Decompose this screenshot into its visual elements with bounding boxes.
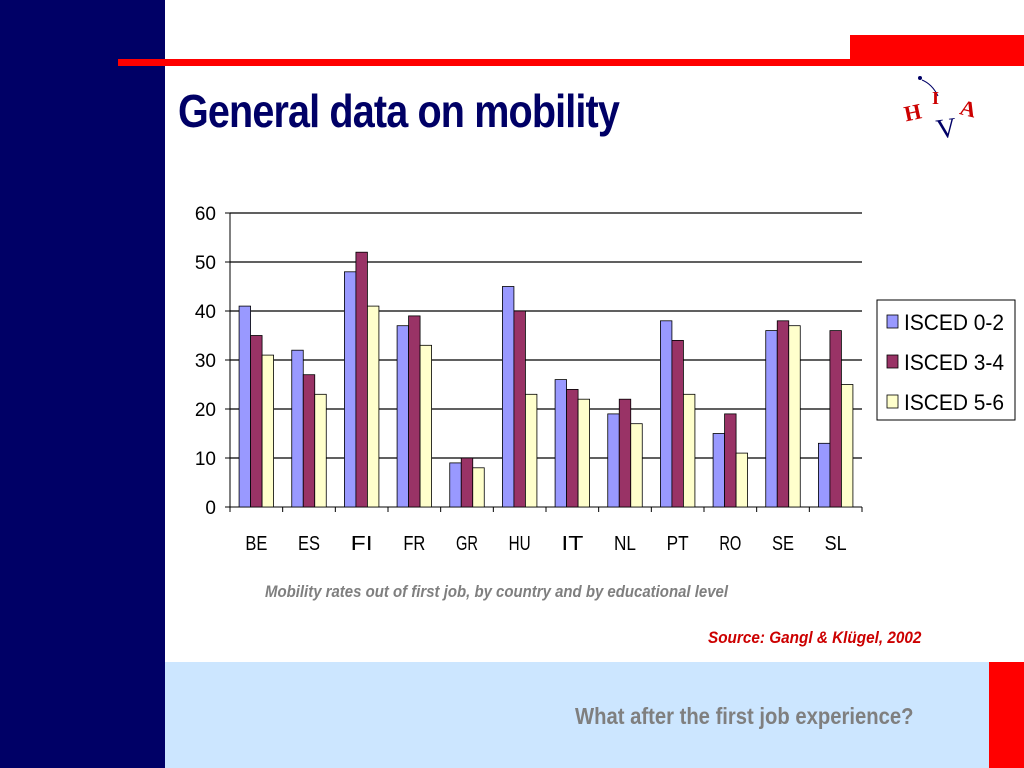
legend-label-2: ISCED 3-4 — [904, 350, 1004, 375]
x-tick-label: HU — [509, 533, 531, 555]
bar-SE-1 — [765, 330, 778, 508]
legend-box — [876, 299, 1016, 421]
y-tick-label: 0 — [205, 498, 216, 519]
legend-swatch-1 — [886, 314, 899, 329]
bar-IT-1 — [554, 379, 567, 508]
svg-text:V: V — [934, 112, 958, 144]
bar-IT-3 — [577, 398, 590, 508]
bar-BE-3 — [261, 354, 274, 508]
bar-PT-3 — [683, 393, 696, 508]
x-tick-label: SL — [825, 533, 847, 555]
bar-HU-2 — [513, 310, 526, 508]
bar-FR-2 — [408, 315, 421, 508]
bar-RO-2 — [724, 413, 737, 508]
footer-band — [165, 662, 989, 768]
bar-FR-3 — [419, 344, 432, 508]
x-tick-label: PT — [667, 533, 689, 555]
bar-RO-3 — [735, 452, 748, 508]
bar-FI-3 — [367, 305, 380, 508]
page-title: General data on mobility — [178, 85, 620, 137]
svg-text:I: I — [932, 88, 939, 108]
footer-red-block — [989, 662, 1024, 768]
bar-GR-2 — [460, 457, 474, 508]
footer-text: What after the first job experience? — [575, 703, 914, 729]
bar-NL-2 — [618, 398, 632, 508]
bar-ES-3 — [314, 393, 327, 508]
legend-swatch-3 — [886, 394, 899, 409]
bar-HU-1 — [502, 286, 515, 508]
bar-PT-2 — [671, 339, 684, 508]
bar-IT-2 — [566, 388, 579, 508]
bar-GR-3 — [472, 467, 485, 508]
chart-caption: Mobility rates out of first job, by coun… — [265, 582, 729, 601]
legend-label-3: ISCED 5-6 — [904, 390, 1004, 415]
svg-text:H: H — [902, 98, 924, 126]
left-navy-bar — [0, 0, 165, 768]
bar-ES-1 — [291, 349, 304, 508]
x-tick-label: GR — [456, 533, 478, 555]
bar-SL-1 — [818, 442, 831, 508]
y-tick-label: 10 — [195, 449, 216, 470]
y-tick-label: 30 — [195, 351, 216, 372]
svg-text:A: A — [958, 94, 980, 122]
x-tick-label: ES — [298, 533, 320, 555]
legend-label-1: ISCED 0-2 — [904, 310, 1004, 335]
bar-NL-3 — [630, 423, 643, 508]
x-tick-label: FI — [351, 533, 373, 555]
x-tick-label: SE — [772, 533, 794, 555]
bar-PT-1 — [660, 320, 673, 508]
y-tick-label: 20 — [195, 400, 216, 421]
bar-ES-2 — [302, 374, 316, 508]
bar-BE-2 — [250, 335, 263, 508]
bar-GR-1 — [449, 462, 462, 508]
bar-NL-1 — [607, 413, 620, 508]
bar-FI-2 — [355, 251, 368, 508]
top-red-line — [118, 59, 850, 66]
bar-BE-1 — [238, 305, 251, 508]
bar-RO-1 — [712, 433, 725, 508]
legend-swatch-2 — [886, 354, 899, 369]
y-tick-label: 40 — [195, 302, 216, 323]
bar-HU-3 — [525, 393, 538, 508]
x-tick-label: IT — [561, 533, 583, 555]
bar-FI-1 — [344, 271, 357, 508]
x-tick-label: BE — [245, 533, 267, 555]
bar-SL-3 — [841, 384, 854, 508]
source-note: Source: Gangl & Klügel, 2002 — [708, 628, 922, 647]
x-tick-label: RO — [719, 533, 741, 555]
bar-SE-2 — [776, 320, 790, 508]
x-tick-label: FR — [403, 533, 425, 555]
x-tick-label: NL — [614, 533, 636, 555]
y-tick-label: 60 — [195, 204, 216, 225]
bar-FR-1 — [396, 325, 409, 508]
mobility-bar-chart: 0 10 20 30 40 50 60 BE ES FI FR GR HU IT NL PT RO SE SL ISC… — [195, 204, 1016, 555]
hiva-logo: H I V A — [902, 76, 980, 144]
bar-SE-3 — [788, 325, 801, 508]
top-red-block — [850, 35, 1024, 66]
bar-SL-2 — [829, 330, 842, 508]
y-tick-label: 50 — [195, 253, 216, 274]
